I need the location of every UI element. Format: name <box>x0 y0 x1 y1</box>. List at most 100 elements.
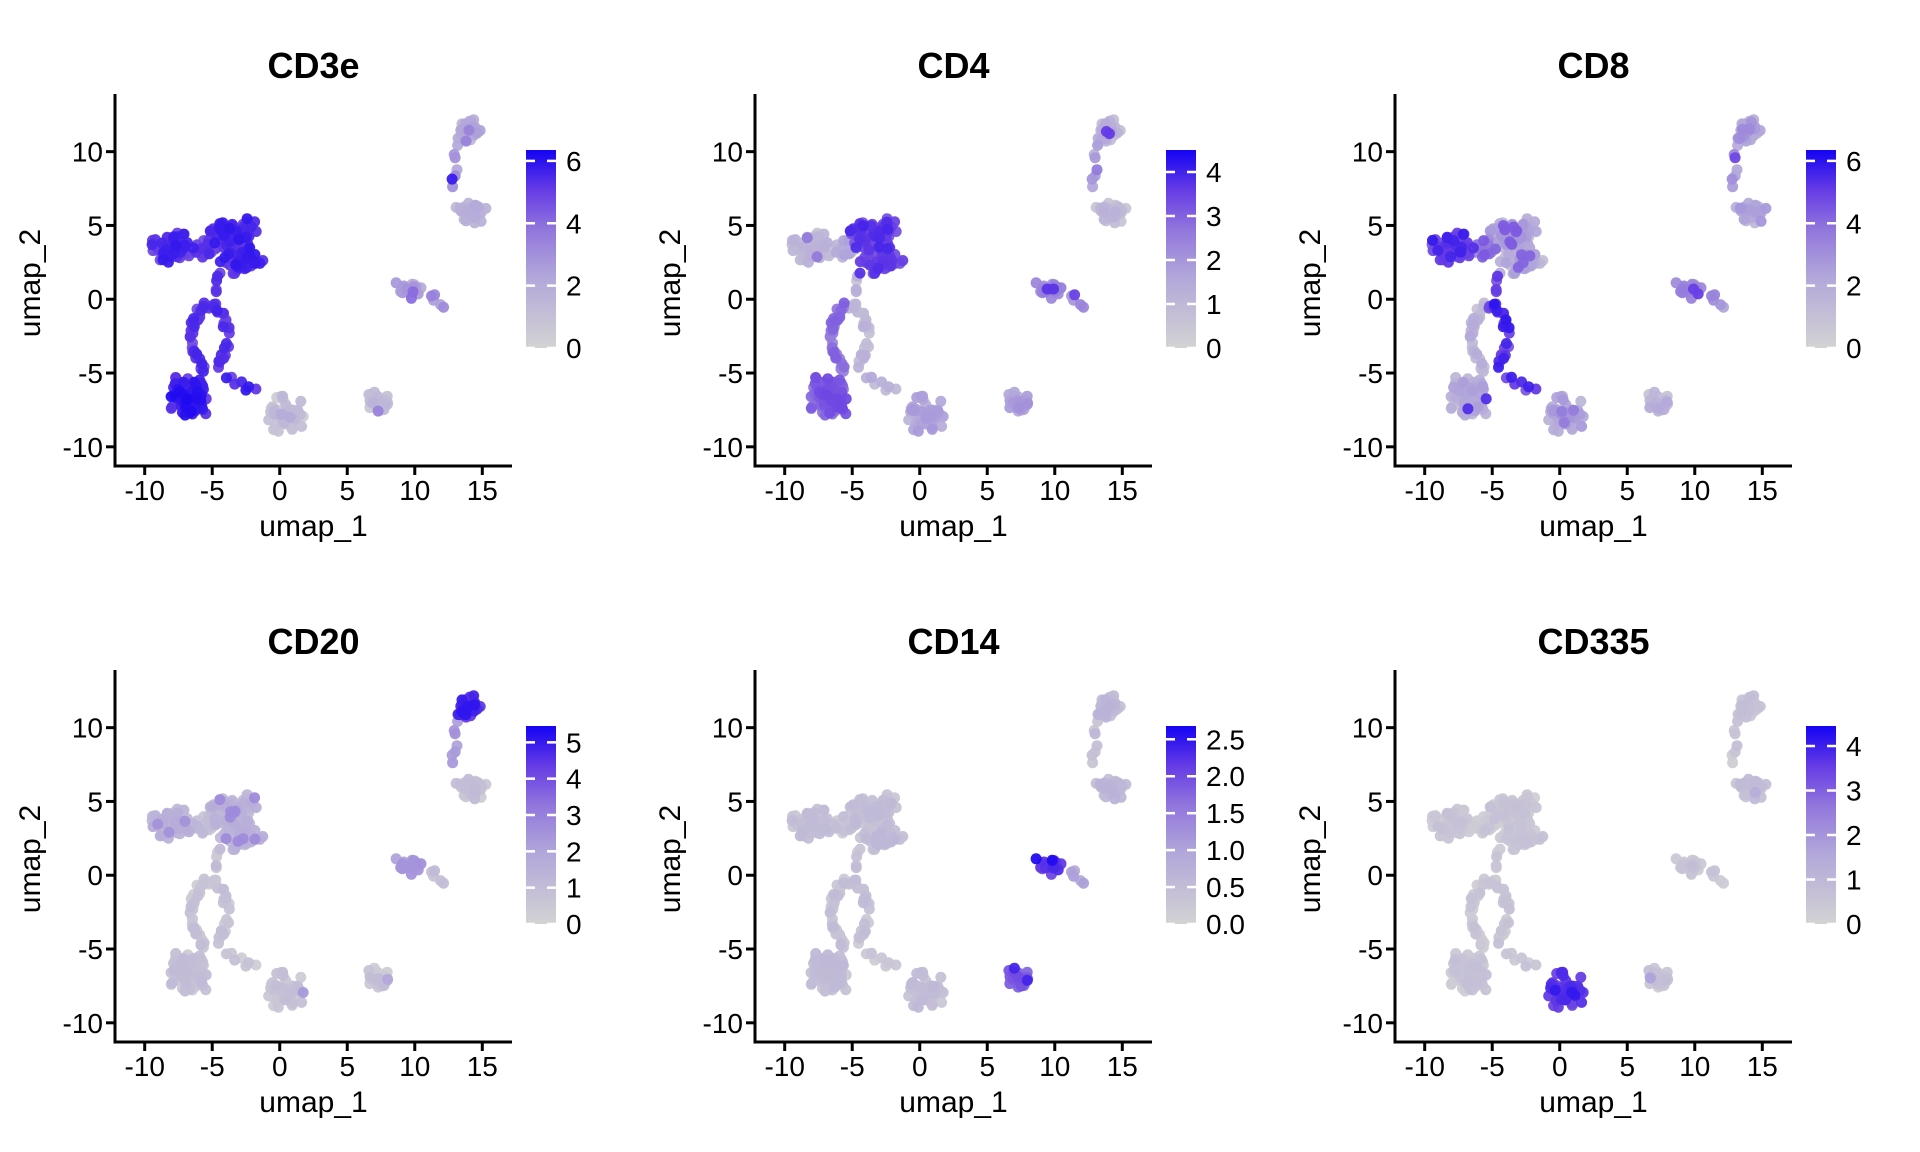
cell-point <box>1558 416 1570 428</box>
cell-point <box>1480 393 1492 405</box>
cell-point <box>1750 786 1761 798</box>
cell-point <box>883 957 895 969</box>
cell-point <box>809 954 821 966</box>
y-tick-label: 0 <box>87 284 103 315</box>
cell-point <box>1484 801 1496 813</box>
cell-point <box>1506 371 1517 383</box>
cell-point <box>1644 972 1656 984</box>
cell-point <box>874 808 885 820</box>
cell-point <box>249 833 261 845</box>
cell-point <box>1468 921 1480 933</box>
y-tick-label: -10 <box>1343 432 1383 463</box>
cell-point <box>438 301 449 313</box>
cell-point <box>296 420 308 432</box>
cell-point <box>198 301 210 313</box>
cell-point <box>1557 394 1569 406</box>
cell-point <box>450 777 462 789</box>
cell-point <box>866 371 877 383</box>
cell-point <box>909 405 920 417</box>
cell-point <box>1491 881 1503 893</box>
umap-panel-cd335: CD335 -10 -5 0 5 10 15 -10 -5 0 5 10 umap_1 umap_2 0 1 2… <box>1294 621 1862 1119</box>
legend-colorbar <box>1806 150 1836 348</box>
y-tick-label: 5 <box>1367 786 1383 817</box>
cell-point <box>1744 691 1756 703</box>
legend-colorbar <box>1166 150 1196 348</box>
cell-point <box>865 806 877 818</box>
legend-tick-label: 2.5 <box>1206 724 1245 755</box>
x-tick-label: 10 <box>1679 475 1710 506</box>
cell-point <box>857 321 869 333</box>
x-tick-label: -10 <box>124 475 164 506</box>
cell-point <box>187 242 199 254</box>
cell-point <box>812 231 824 243</box>
cell-point <box>429 865 441 877</box>
cell-point <box>170 240 182 252</box>
legend-tick-label: 2 <box>1206 245 1222 276</box>
y-tick-label: 0 <box>727 284 743 315</box>
cell-point <box>438 877 449 889</box>
cell-point <box>1556 406 1568 417</box>
cell-point <box>1729 152 1741 164</box>
y-tick-label: -5 <box>1358 358 1383 389</box>
cell-point <box>1463 826 1475 838</box>
cell-point <box>1686 860 1698 872</box>
legend-tick-label: 6 <box>1846 146 1862 177</box>
cell-point <box>1515 818 1527 830</box>
cell-point <box>367 397 379 409</box>
cell-point <box>1046 854 1058 866</box>
cell-point <box>1475 938 1487 950</box>
panel-title: CD20 <box>267 621 359 662</box>
cell-point <box>179 985 191 997</box>
legend-tick-label: 3 <box>566 800 582 831</box>
cell-point <box>1510 226 1522 238</box>
cell-point <box>179 815 191 827</box>
cell-point <box>1103 700 1115 712</box>
cell-point <box>1497 220 1509 232</box>
y-tick-label: 0 <box>727 860 743 891</box>
panel-title: CD335 <box>1537 621 1649 662</box>
cell-point <box>188 922 200 934</box>
x-tick-label: 5 <box>339 1051 355 1082</box>
cell-point <box>1457 228 1469 240</box>
cell-point <box>1457 804 1469 816</box>
cell-point <box>405 292 417 304</box>
cell-point <box>1706 866 1717 878</box>
points-layer <box>1426 114 1772 437</box>
cell-point <box>449 746 461 758</box>
x-tick-label: 15 <box>1747 475 1778 506</box>
cell-point <box>1489 813 1501 825</box>
cell-point <box>885 797 897 809</box>
cell-point <box>1499 809 1511 821</box>
cell-point <box>1445 402 1457 414</box>
cell-point <box>460 135 472 147</box>
y-tick-label: -10 <box>1343 1008 1383 1039</box>
legend-tick-label: 1 <box>1846 865 1862 896</box>
cell-point <box>405 868 417 880</box>
cell-point <box>220 833 232 845</box>
cell-point <box>838 297 850 309</box>
legend-tick-label: 2 <box>566 836 582 867</box>
cell-point <box>1449 966 1461 978</box>
cell-point <box>1429 810 1441 822</box>
cell-point <box>449 152 461 164</box>
cell-point <box>472 201 484 213</box>
cell-point <box>207 801 219 813</box>
x-tick-label: 10 <box>1039 1051 1070 1082</box>
points-layer <box>786 690 1132 1013</box>
cell-point <box>209 813 221 825</box>
cell-point <box>372 405 384 417</box>
legend-tick-label: 1 <box>1206 289 1222 320</box>
cell-point <box>1021 974 1033 986</box>
cell-point <box>854 256 866 268</box>
cell-point <box>881 819 893 831</box>
cell-point <box>1456 816 1468 828</box>
cell-point <box>1089 728 1101 740</box>
cell-point <box>854 267 866 279</box>
cell-point <box>224 222 236 234</box>
cell-point <box>1103 128 1115 140</box>
cell-point <box>850 284 862 295</box>
y-tick-label: 10 <box>712 137 743 168</box>
x-tick-label: -5 <box>200 1051 225 1082</box>
y-tick-label: 10 <box>72 137 103 168</box>
legend-tick-label: 0.5 <box>1206 872 1245 903</box>
